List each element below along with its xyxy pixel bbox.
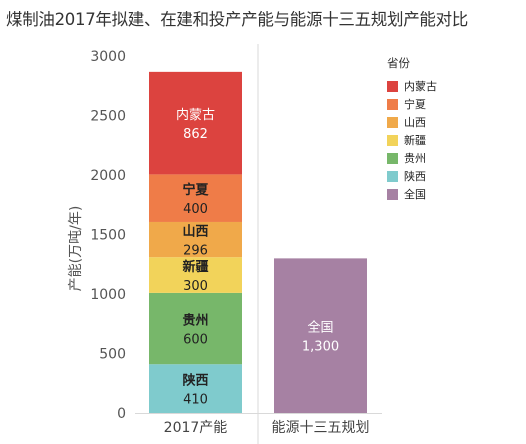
legend-label: 陕西 [404, 170, 426, 183]
data-label: 400 [183, 202, 208, 217]
segment-name-label: 山西 [182, 224, 208, 240]
y-tick-label: 3000 [90, 49, 126, 65]
segment-name-label: 宁夏 [182, 182, 209, 198]
legend-item: 宁夏 [387, 95, 522, 113]
legend-label: 宁夏 [404, 98, 426, 111]
bar-segment [149, 364, 242, 413]
x-tick-label: 2017产能 [164, 420, 228, 436]
y-tick-label: 0 [117, 406, 126, 422]
legend-item: 全国 [387, 185, 522, 203]
data-label: 1,300 [302, 340, 339, 355]
legend-items: 内蒙古宁夏山西新疆贵州陕西全国 [387, 77, 522, 203]
legend-label: 全国 [404, 188, 426, 201]
data-label: 300 [183, 279, 208, 294]
legend-swatch [387, 80, 398, 92]
legend-swatch [387, 188, 398, 200]
y-tick-label: 2500 [90, 109, 126, 125]
data-label: 296 [183, 244, 208, 259]
bar-segment [149, 221, 242, 258]
chart-title: 煤制油2017年拟建、在建和投产产能与能源十三五规划产能对比 [6, 10, 468, 29]
legend-swatch [387, 152, 398, 164]
segment-name-label: 全国 [307, 320, 333, 336]
bar-segment [149, 257, 242, 293]
segment-name-label: 陕西 [182, 373, 208, 389]
legend-title: 省份 [387, 56, 410, 70]
bar-segment [149, 292, 242, 365]
data-label: 862 [183, 127, 208, 142]
legend-swatch [387, 170, 398, 182]
bar-segment [149, 71, 242, 175]
legend: 省份 内蒙古宁夏山西新疆贵州陕西全国 [387, 55, 522, 203]
legend-item: 陕西 [387, 167, 522, 185]
segment-name-label: 新疆 [182, 259, 208, 275]
legend-label: 贵州 [404, 152, 426, 165]
y-axis-label: 产能(万吨/年) [68, 206, 84, 292]
legend-label: 新疆 [404, 134, 426, 147]
segment-name-label: 贵州 [182, 313, 208, 329]
y-tick-label: 2000 [90, 168, 126, 184]
legend-label: 山西 [404, 116, 426, 129]
legend-item: 内蒙古 [387, 77, 522, 95]
y-tick-label: 1500 [90, 228, 126, 244]
legend-swatch [387, 98, 398, 110]
legend-item: 贵州 [387, 149, 522, 167]
y-tick-label: 500 [99, 347, 126, 363]
x-tick-label: 能源十三五规划 [272, 420, 370, 436]
segment-name-label: 内蒙古 [176, 107, 215, 123]
bar-segment [149, 174, 242, 222]
legend-swatch [387, 116, 398, 128]
legend-item: 山西 [387, 113, 522, 131]
bar-segment [274, 258, 367, 413]
data-label: 410 [183, 393, 208, 408]
data-label: 600 [183, 333, 208, 348]
legend-swatch [387, 134, 398, 146]
legend-label: 内蒙古 [404, 80, 437, 93]
legend-item: 新疆 [387, 131, 522, 149]
y-tick-label: 1000 [90, 287, 126, 303]
